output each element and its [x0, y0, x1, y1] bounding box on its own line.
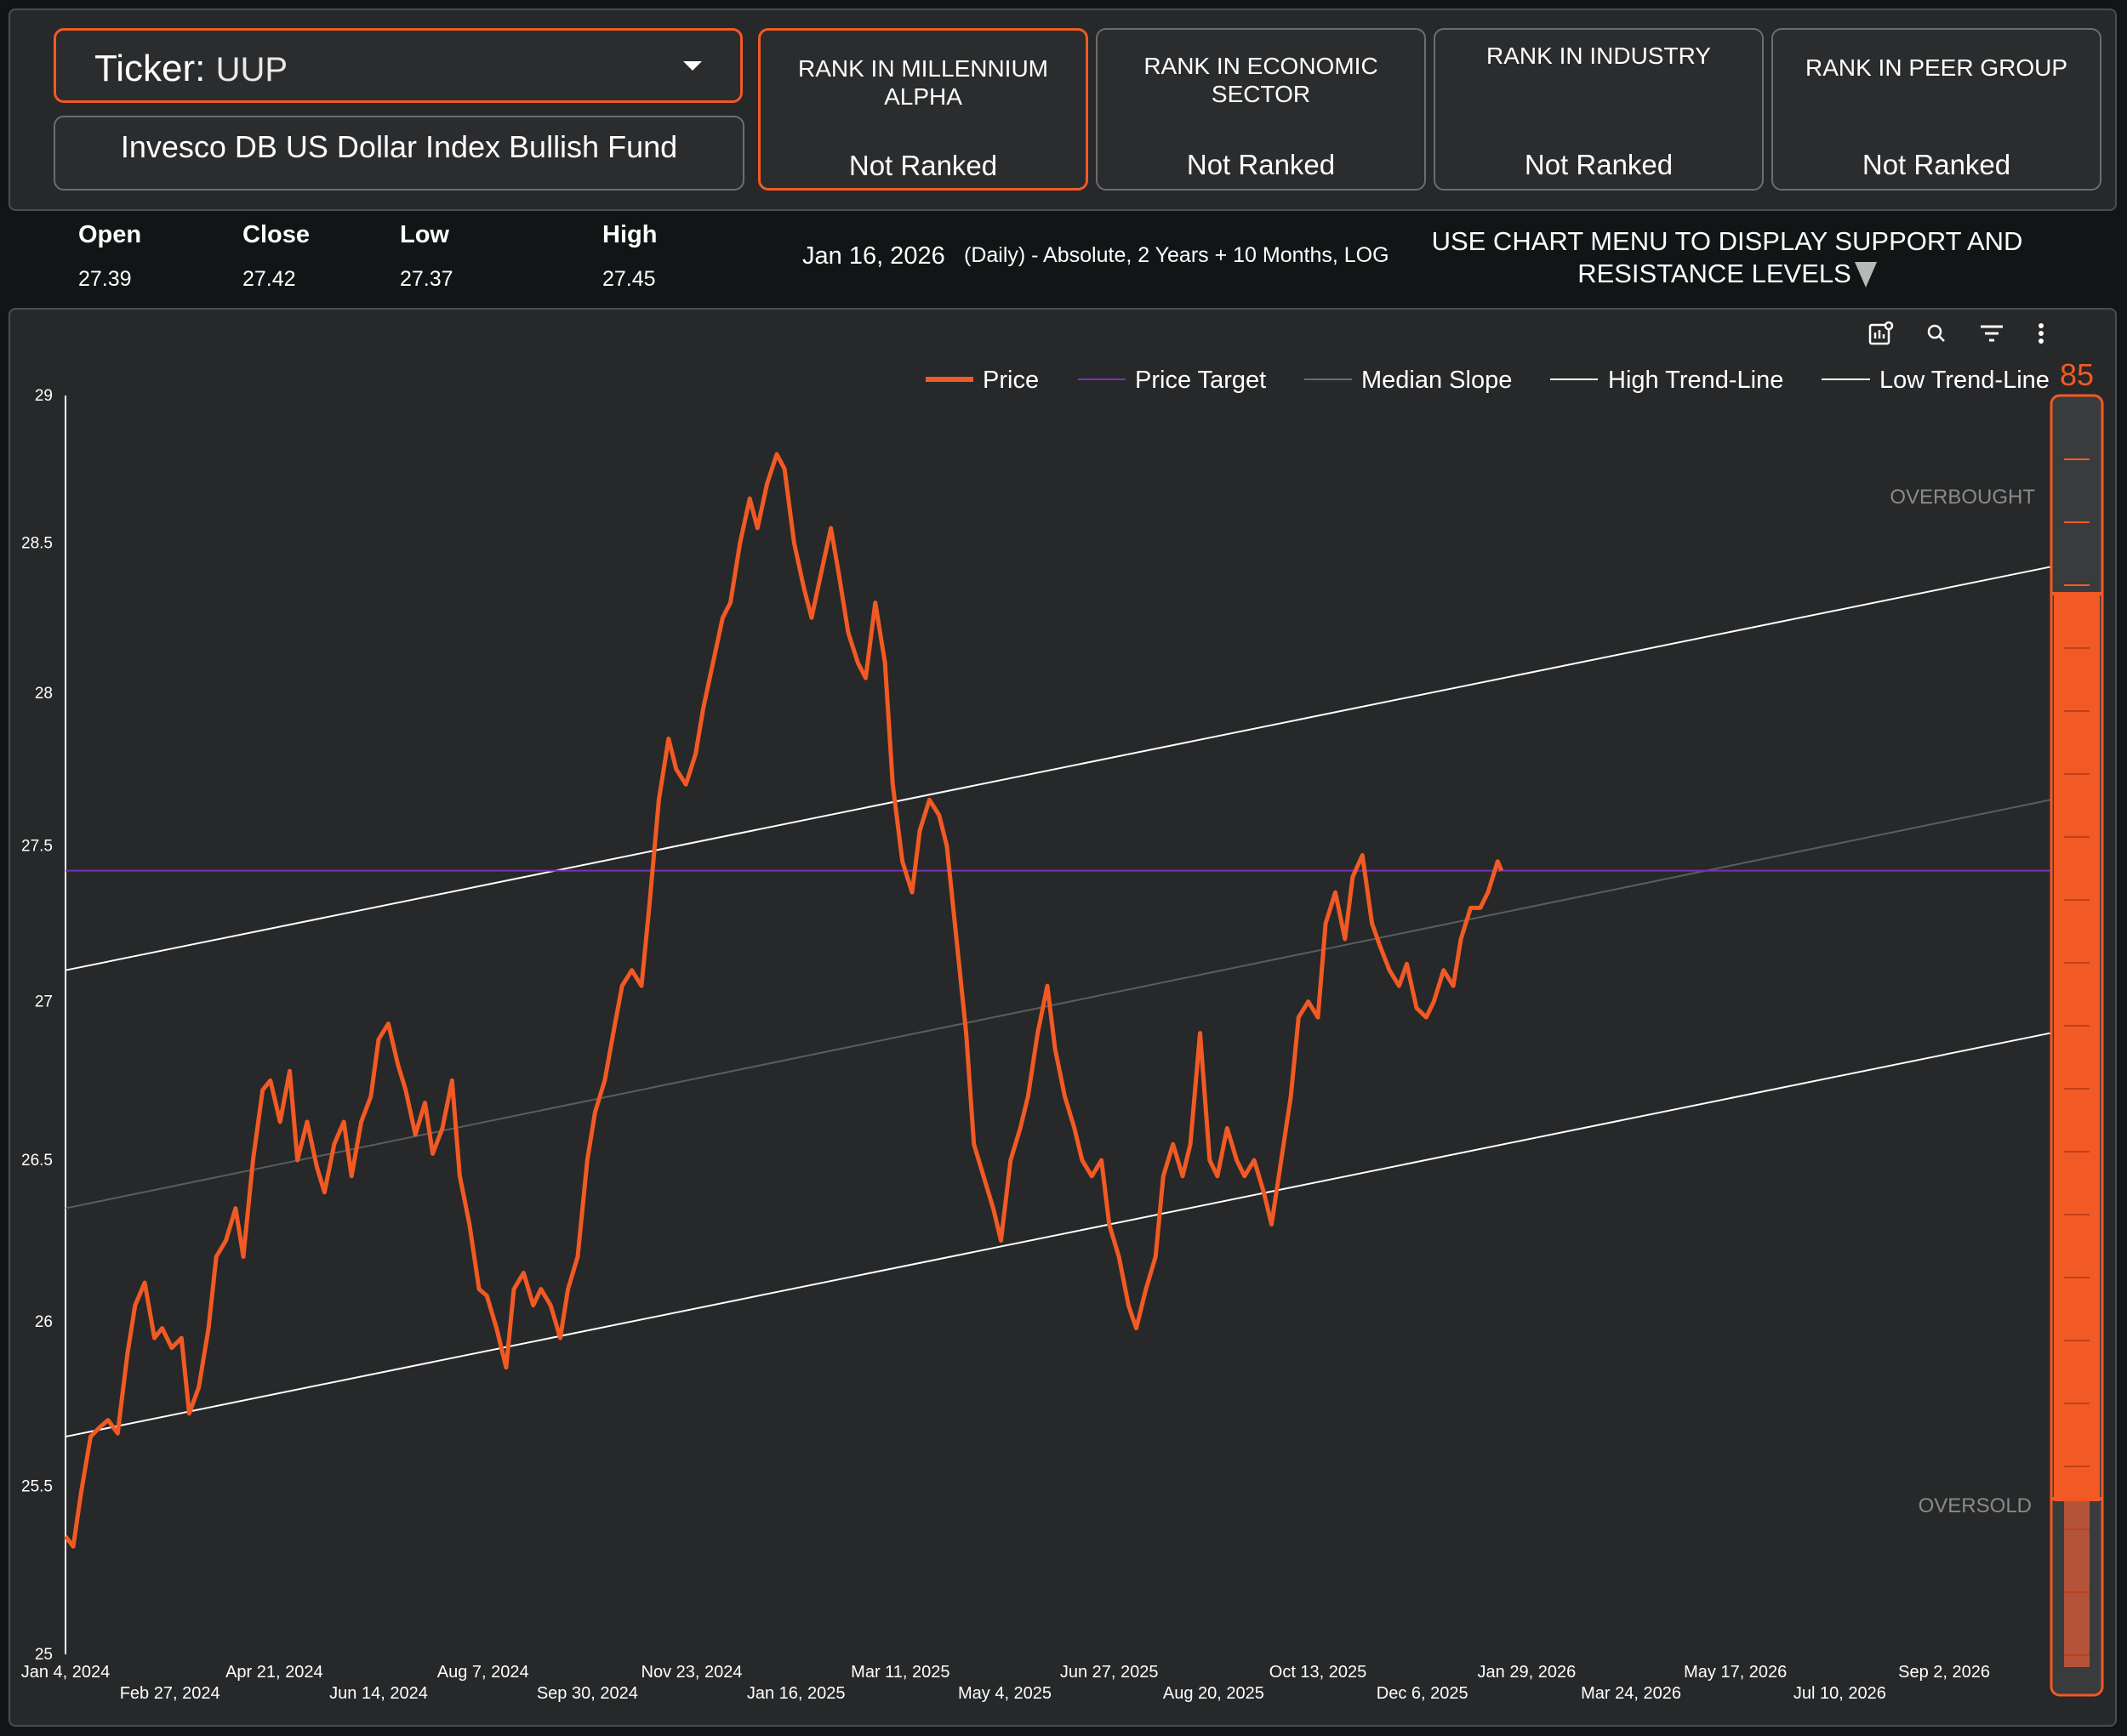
rank-value: Not Ranked [1524, 149, 1674, 180]
zoom-icon[interactable] [1927, 324, 1945, 342]
x-tick-label: Jun 14, 2024 [329, 1684, 428, 1703]
chart-menu-note: USE CHART MENU TO DISPLAY SUPPORT AND RE… [1429, 225, 2025, 290]
price-line [64, 452, 1504, 1549]
legend-price-label: Price [983, 367, 1039, 394]
x-tick-label: Mar 11, 2025 [851, 1663, 949, 1682]
x-tick-label: Apr 21, 2024 [225, 1663, 323, 1682]
legend-low-trend-line-label: Low Trend-Line [1879, 367, 2050, 394]
x-tick-label: Dec 6, 2025 [1377, 1684, 1468, 1703]
legend-price-target-label: Price Target [1135, 367, 1266, 394]
rank-title: RANK IN MILLENNIUM ALPHA [797, 55, 1049, 110]
legend-price[interactable]: Price [926, 367, 1039, 394]
x-tick-label: Jul 10, 2026 [1793, 1684, 1886, 1703]
fund-name-box: Invesco DB US Dollar Index Bullish Fund [54, 116, 744, 191]
rank-peer-group[interactable]: RANK IN PEER GROUP Not Ranked [1771, 28, 2101, 191]
legend-price-target[interactable]: Price Target [1078, 367, 1266, 394]
dropdown-arrow-icon[interactable] [683, 61, 702, 71]
y-tick-label: 28 [35, 685, 53, 703]
fund-name: Invesco DB US Dollar Index Bullish Fund [120, 129, 678, 164]
rank-title: RANK IN INDUSTRY [1486, 43, 1711, 69]
y-tick-label: 29 [35, 387, 53, 405]
legend-low-trend-line[interactable]: Low Trend-Line [1822, 367, 2050, 394]
close-value: 27.42 [242, 267, 296, 291]
x-tick-label: Nov 23, 2024 [642, 1663, 743, 1682]
chart-panel [9, 308, 2117, 1727]
chart-date: Jan 16, 2026 [802, 242, 945, 270]
legend-high-trend-line-label: High Trend-Line [1608, 367, 1783, 394]
trend-lines [65, 566, 2051, 1438]
chart-legend: Price Price Target Median Slope High Tre… [926, 367, 2050, 394]
x-tick-label: Oct 13, 2025 [1269, 1663, 1367, 1682]
x-tick-label: Jun 27, 2025 [1060, 1663, 1159, 1682]
legend-median-slope[interactable]: Median Slope [1304, 367, 1512, 394]
y-tick-label: 26 [35, 1313, 53, 1331]
rank-value: Not Ranked [848, 150, 998, 181]
caret-down-icon[interactable] [1854, 262, 1877, 287]
momentum-gauge: 85 OVERBOUGHT OVERSOLD [1890, 357, 2104, 1697]
x-tick-label: Jan 4, 2024 [21, 1663, 111, 1682]
gauge-ticks [2064, 458, 2090, 1656]
chart-settings-icon[interactable] [1868, 321, 1894, 345]
ticker-label-text: Ticker [94, 48, 196, 89]
high-value: 27.45 [602, 267, 656, 291]
gauge-fill [2054, 594, 2100, 1501]
low-value: 27.37 [400, 267, 453, 291]
rank-title: RANK IN PEER GROUP [1805, 54, 2068, 81]
x-tick-label: Feb 27, 2024 [120, 1684, 220, 1703]
close-label: Close [242, 221, 310, 248]
y-tick-label: 27 [35, 993, 53, 1011]
x-tick-label: May 17, 2026 [1684, 1663, 1787, 1682]
median-slope-line [65, 799, 2051, 1210]
chart-description: (Daily) - Absolute, 2 Years + 10 Months,… [964, 243, 1389, 267]
x-axis-ticks: Jan 4, 2024 Apr 21, 2024 Aug 7, 2024 Nov 23… [21, 1663, 1990, 1703]
ticker-label: Ticker: UUP [94, 48, 288, 89]
ticker-select[interactable]: Ticker: UUP [54, 28, 743, 103]
price-series [64, 452, 1504, 1549]
x-tick-label: Jan 29, 2026 [1478, 1663, 1577, 1682]
rank-title: RANK IN ECONOMIC SECTOR [1143, 53, 1378, 107]
y-tick-label: 25 [35, 1646, 53, 1664]
y-tick-label: 27.5 [21, 838, 53, 856]
x-tick-label: Aug 7, 2024 [437, 1663, 529, 1682]
rank-value: Not Ranked [1862, 149, 2011, 180]
y-tick-label: 28.5 [21, 534, 53, 552]
y-axis-ticks: 25 25.5 26 26.5 27 27.5 28 28.5 29 [21, 387, 53, 1664]
x-tick-label: Mar 24, 2026 [1581, 1684, 1681, 1703]
x-tick-label: Sep 30, 2024 [537, 1684, 638, 1703]
legend-high-trend-line[interactable]: High Trend-Line [1550, 367, 1783, 394]
ticker-value: UUP [215, 51, 288, 88]
y-tick-label: 26.5 [21, 1152, 53, 1170]
x-tick-label: May 4, 2025 [958, 1684, 1052, 1703]
menu-note-text: USE CHART MENU TO DISPLAY SUPPORT AND RE… [1431, 226, 2023, 288]
x-tick-label: Jan 16, 2025 [747, 1684, 846, 1703]
x-tick-label: Aug 20, 2025 [1163, 1684, 1264, 1703]
gauge-value: 85 [2060, 357, 2094, 392]
rank-millennium-alpha[interactable]: RANK IN MILLENNIUM ALPHA Not Ranked [758, 28, 1088, 191]
overbought-label: OVERBOUGHT [1890, 486, 2035, 509]
oversold-label: OVERSOLD [1919, 1494, 2032, 1517]
gauge-oversold-fill [2064, 1501, 2090, 1667]
x-tick-label: Sep 2, 2026 [1898, 1663, 1990, 1682]
open-value: 27.39 [78, 267, 132, 291]
rank-economic-sector[interactable]: RANK IN ECONOMIC SECTOR Not Ranked [1096, 28, 1426, 191]
more-vert-icon[interactable] [2039, 323, 2044, 344]
legend-median-slope-label: Median Slope [1361, 367, 1512, 394]
rank-value: Not Ranked [1186, 149, 1336, 180]
open-label: Open [78, 221, 142, 248]
high-label: High [602, 221, 658, 248]
low-trend-line [65, 1032, 2051, 1438]
filter-icon[interactable] [1981, 325, 2003, 342]
low-label: Low [400, 221, 449, 248]
high-trend-line [65, 566, 2051, 971]
y-tick-label: 25.5 [21, 1478, 53, 1496]
rank-industry[interactable]: RANK IN INDUSTRY Not Ranked [1434, 28, 1764, 191]
